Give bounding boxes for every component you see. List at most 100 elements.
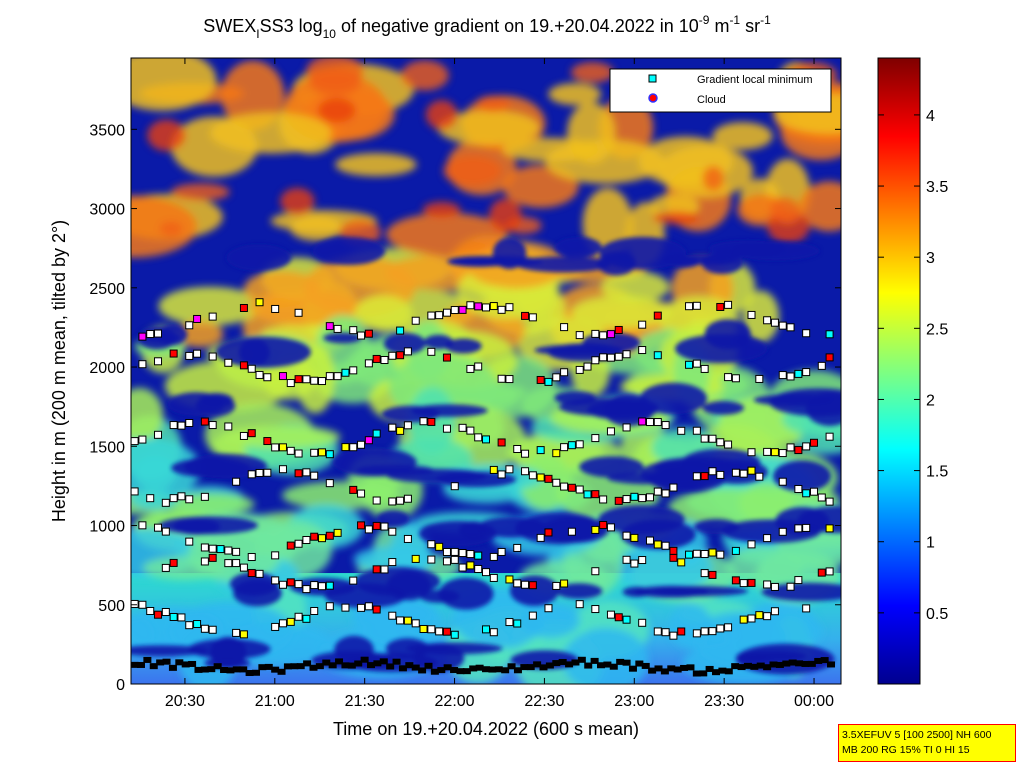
gradient-minimum-marker [286, 617, 295, 626]
ground-minimum-marker [156, 659, 165, 666]
y-tick-label: 1500 [89, 439, 125, 456]
heatmap-gap [515, 256, 611, 273]
gradient-minimum-marker [442, 557, 451, 566]
ground-minimum-marker [258, 664, 267, 671]
colorbar-tick-label: 3.5 [926, 179, 948, 196]
gradient-minimum-marker [575, 440, 584, 449]
gradient-minimum-marker [294, 469, 303, 478]
gradient-minimum-marker [247, 569, 256, 578]
heatmap-gap [312, 236, 386, 266]
gradient-minimum-marker [653, 487, 662, 496]
gradient-minimum-marker [489, 628, 498, 637]
gradient-minimum-marker [716, 624, 725, 633]
gradient-minimum-marker [388, 497, 397, 506]
gradient-minimum-marker [724, 300, 733, 309]
gradient-minimum-marker [458, 563, 467, 572]
gradient-minimum-marker [427, 540, 436, 549]
gradient-minimum-marker [185, 495, 194, 504]
gradient-minimum-marker [466, 550, 475, 559]
heatmap-blob [209, 112, 332, 154]
gradient-minimum-marker [154, 523, 163, 532]
ground-minimum-marker [622, 659, 631, 666]
gradient-minimum-marker [372, 565, 381, 574]
gradient-minimum-marker [692, 426, 701, 435]
gradient-minimum-marker [575, 331, 584, 340]
gradient-minimum-marker [427, 347, 436, 356]
ground-minimum-marker [616, 658, 625, 665]
gradient-minimum-marker [154, 430, 163, 439]
gradient-minimum-marker [341, 603, 350, 612]
legend-marker-gradient-minimum [648, 74, 657, 83]
x-tick-label: 00:00 [794, 693, 834, 710]
ground-minimum-marker [769, 661, 778, 668]
gradient-minimum-marker [700, 434, 709, 443]
heatmap-blob [649, 194, 700, 219]
gradient-minimum-marker [208, 352, 217, 361]
gradient-minimum-marker [747, 614, 756, 623]
ground-minimum-marker [309, 664, 318, 671]
ground-minimum-marker [520, 664, 529, 671]
ground-minimum-marker [577, 656, 586, 663]
gradient-minimum-marker [138, 360, 147, 369]
gradient-minimum-marker [411, 554, 420, 563]
gradient-minimum-marker [193, 349, 202, 358]
gradient-minimum-marker [536, 473, 545, 482]
gradient-minimum-marker [544, 377, 553, 386]
gradient-minimum-marker [794, 446, 803, 455]
ground-minimum-marker [827, 661, 836, 668]
gradient-minimum-marker [638, 346, 647, 355]
gradient-minimum-marker [396, 326, 405, 335]
gradient-minimum-marker [817, 568, 826, 577]
gradient-minimum-marker [786, 372, 795, 381]
gradient-minimum-marker [599, 520, 608, 529]
gradient-minimum-marker [489, 552, 498, 561]
gradient-minimum-marker [185, 418, 194, 427]
gradient-minimum-marker [232, 477, 241, 486]
gradient-minimum-marker [489, 302, 498, 311]
gradient-minimum-marker [380, 356, 389, 365]
gradient-minimum-marker [536, 446, 545, 455]
ground-minimum-marker [239, 666, 248, 673]
heatmap-hot-spot [280, 187, 315, 215]
gradient-minimum-marker [747, 578, 756, 587]
ground-minimum-marker [743, 662, 752, 669]
gradient-minimum-marker [138, 521, 147, 530]
heatmap-gap [599, 236, 687, 270]
gradient-minimum-marker [294, 308, 303, 317]
gradient-minimum-marker [786, 323, 795, 332]
gradient-minimum-marker [278, 465, 287, 474]
ground-minimum-marker [149, 663, 158, 670]
gradient-minimum-marker [208, 553, 217, 562]
heatmap-gap [215, 336, 311, 368]
ground-minimum-marker [533, 661, 542, 668]
ground-minimum-marker [513, 667, 522, 674]
heatmap-hot-spot [443, 155, 503, 187]
gradient-minimum-marker [294, 375, 303, 384]
gradient-minimum-marker [232, 547, 241, 556]
gradient-minimum-marker [333, 528, 342, 537]
heatmap-gap [668, 256, 700, 268]
heatmap-blob [501, 137, 599, 162]
gradient-minimum-marker [521, 580, 530, 589]
heatmap-gap [419, 589, 460, 603]
gradient-minimum-marker [794, 524, 803, 533]
gradient-minimum-marker [482, 568, 490, 577]
gradient-minimum-marker [739, 615, 748, 624]
gradient-minimum-marker [388, 527, 397, 536]
gradient-minimum-marker [442, 424, 451, 433]
gradient-minimum-marker [310, 376, 319, 385]
ground-minimum-marker [775, 661, 784, 668]
gradient-minimum-marker [193, 314, 202, 323]
colorbar-tick-label: 0.5 [926, 606, 948, 623]
gradient-minimum-marker [364, 525, 373, 534]
x-tick-label: 22:00 [435, 693, 475, 710]
gradient-minimum-marker [552, 449, 561, 458]
gradient-minimum-marker [755, 374, 764, 383]
heatmap-gap [579, 456, 644, 478]
ground-minimum-marker [168, 664, 177, 671]
gradient-minimum-marker [794, 484, 803, 493]
x-tick-label: 21:00 [255, 693, 295, 710]
ground-minimum-marker [788, 659, 797, 666]
gradient-minimum-marker [739, 579, 748, 588]
ground-minimum-marker [475, 664, 484, 671]
